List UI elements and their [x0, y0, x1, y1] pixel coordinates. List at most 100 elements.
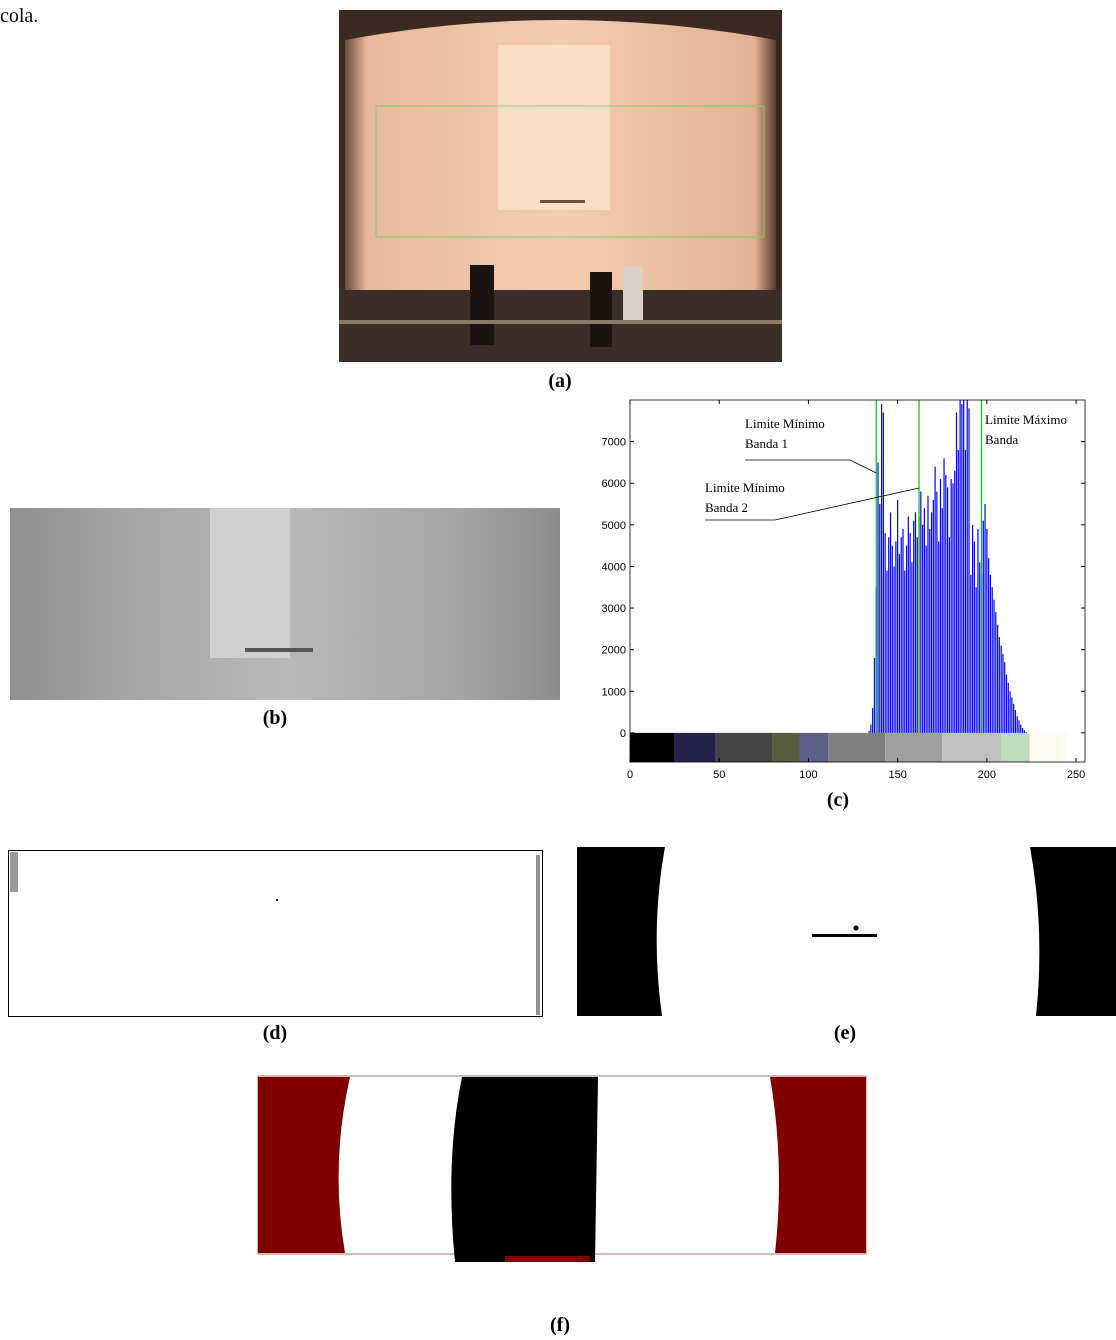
bar — [893, 566, 894, 732]
bar — [1004, 662, 1005, 733]
color-band — [1030, 733, 1067, 762]
bar — [915, 512, 916, 733]
black-region — [451, 1077, 598, 1262]
bar — [933, 500, 934, 733]
bar — [940, 479, 941, 733]
bar — [883, 412, 884, 732]
dark-region — [1030, 847, 1116, 1016]
bar — [958, 450, 959, 733]
bar — [990, 575, 991, 733]
color-band — [675, 733, 716, 762]
bar — [1026, 732, 1027, 733]
bar — [913, 521, 914, 733]
bar — [993, 600, 994, 733]
bar — [997, 625, 998, 733]
x-tick-label: 250 — [1067, 769, 1085, 781]
bar — [1009, 691, 1010, 733]
y-tick-label: 5000 — [602, 520, 626, 532]
bar — [976, 587, 977, 733]
photo-mark — [540, 200, 585, 203]
panel-label: (a) — [548, 370, 571, 392]
bar — [977, 529, 978, 733]
bar — [1024, 730, 1025, 732]
speckle — [276, 899, 278, 901]
bar — [935, 467, 936, 733]
red-mark — [505, 1256, 590, 1262]
bar — [899, 554, 900, 733]
bar — [892, 546, 893, 733]
red-region — [258, 1077, 350, 1253]
dark-mark — [854, 926, 859, 931]
bar — [904, 571, 905, 733]
figure-page: cola. (a) (b) Limite MínimoBanda 1Limite… — [0, 0, 1116, 1340]
bar — [897, 500, 898, 733]
x-tick-label: 50 — [713, 769, 725, 781]
bar — [1011, 698, 1012, 733]
bar — [1013, 704, 1014, 733]
photo-sensor — [590, 272, 612, 347]
bar — [877, 462, 878, 732]
bar — [956, 412, 957, 732]
bar — [1015, 710, 1016, 733]
annotation: Banda — [985, 432, 1018, 447]
bar — [942, 508, 943, 733]
bar — [961, 404, 962, 733]
bar — [895, 541, 896, 732]
photo-rail — [339, 320, 782, 324]
bar — [917, 537, 918, 733]
y-tick-label: 3000 — [602, 603, 626, 615]
bar — [952, 483, 953, 733]
color-band — [773, 733, 800, 762]
bar — [901, 537, 902, 733]
red-region — [770, 1077, 866, 1253]
bar — [1022, 728, 1023, 733]
bar — [888, 537, 889, 733]
segmented-f — [258, 1076, 866, 1262]
y-tick-label: 7000 — [602, 437, 626, 449]
color-band — [1001, 733, 1030, 762]
photo-base — [339, 290, 782, 362]
panel-label: (b) — [263, 707, 287, 729]
bar — [874, 658, 875, 733]
bar — [974, 541, 975, 732]
bar — [938, 541, 939, 732]
photo-a — [339, 10, 782, 362]
annotation: Limite Mínimo — [705, 480, 785, 495]
bar — [868, 731, 869, 733]
bar — [1008, 683, 1009, 733]
bar — [967, 400, 968, 733]
bar — [910, 533, 911, 733]
bar — [968, 408, 969, 733]
color-band — [800, 733, 829, 762]
page: cola. (a) (b) Limite MínimoBanda 1Limite… — [0, 0, 1116, 1340]
color-band — [885, 733, 942, 762]
x-tick-label: 150 — [888, 769, 906, 781]
bar — [902, 529, 903, 733]
color-band — [942, 733, 1001, 762]
bar — [992, 587, 993, 733]
bar — [954, 471, 955, 733]
bar — [963, 400, 964, 733]
bar — [979, 562, 980, 733]
bar — [1020, 725, 1021, 733]
color-band — [828, 733, 885, 762]
bar — [929, 529, 930, 733]
bar — [949, 537, 950, 733]
bar — [1018, 720, 1019, 732]
bar — [1001, 645, 1002, 732]
bar — [922, 525, 923, 733]
bar — [988, 558, 989, 733]
bar — [983, 521, 984, 733]
panel-label: (f) — [550, 1314, 570, 1336]
bar — [943, 458, 944, 733]
annotation: Banda 1 — [745, 436, 788, 451]
bar — [1002, 654, 1003, 733]
bar — [886, 571, 887, 733]
gray-patch — [210, 508, 290, 658]
bar — [951, 479, 952, 733]
color-band — [716, 733, 773, 762]
annotation: Banda 2 — [705, 500, 748, 515]
bar — [885, 533, 886, 733]
photo-patch — [498, 45, 610, 210]
